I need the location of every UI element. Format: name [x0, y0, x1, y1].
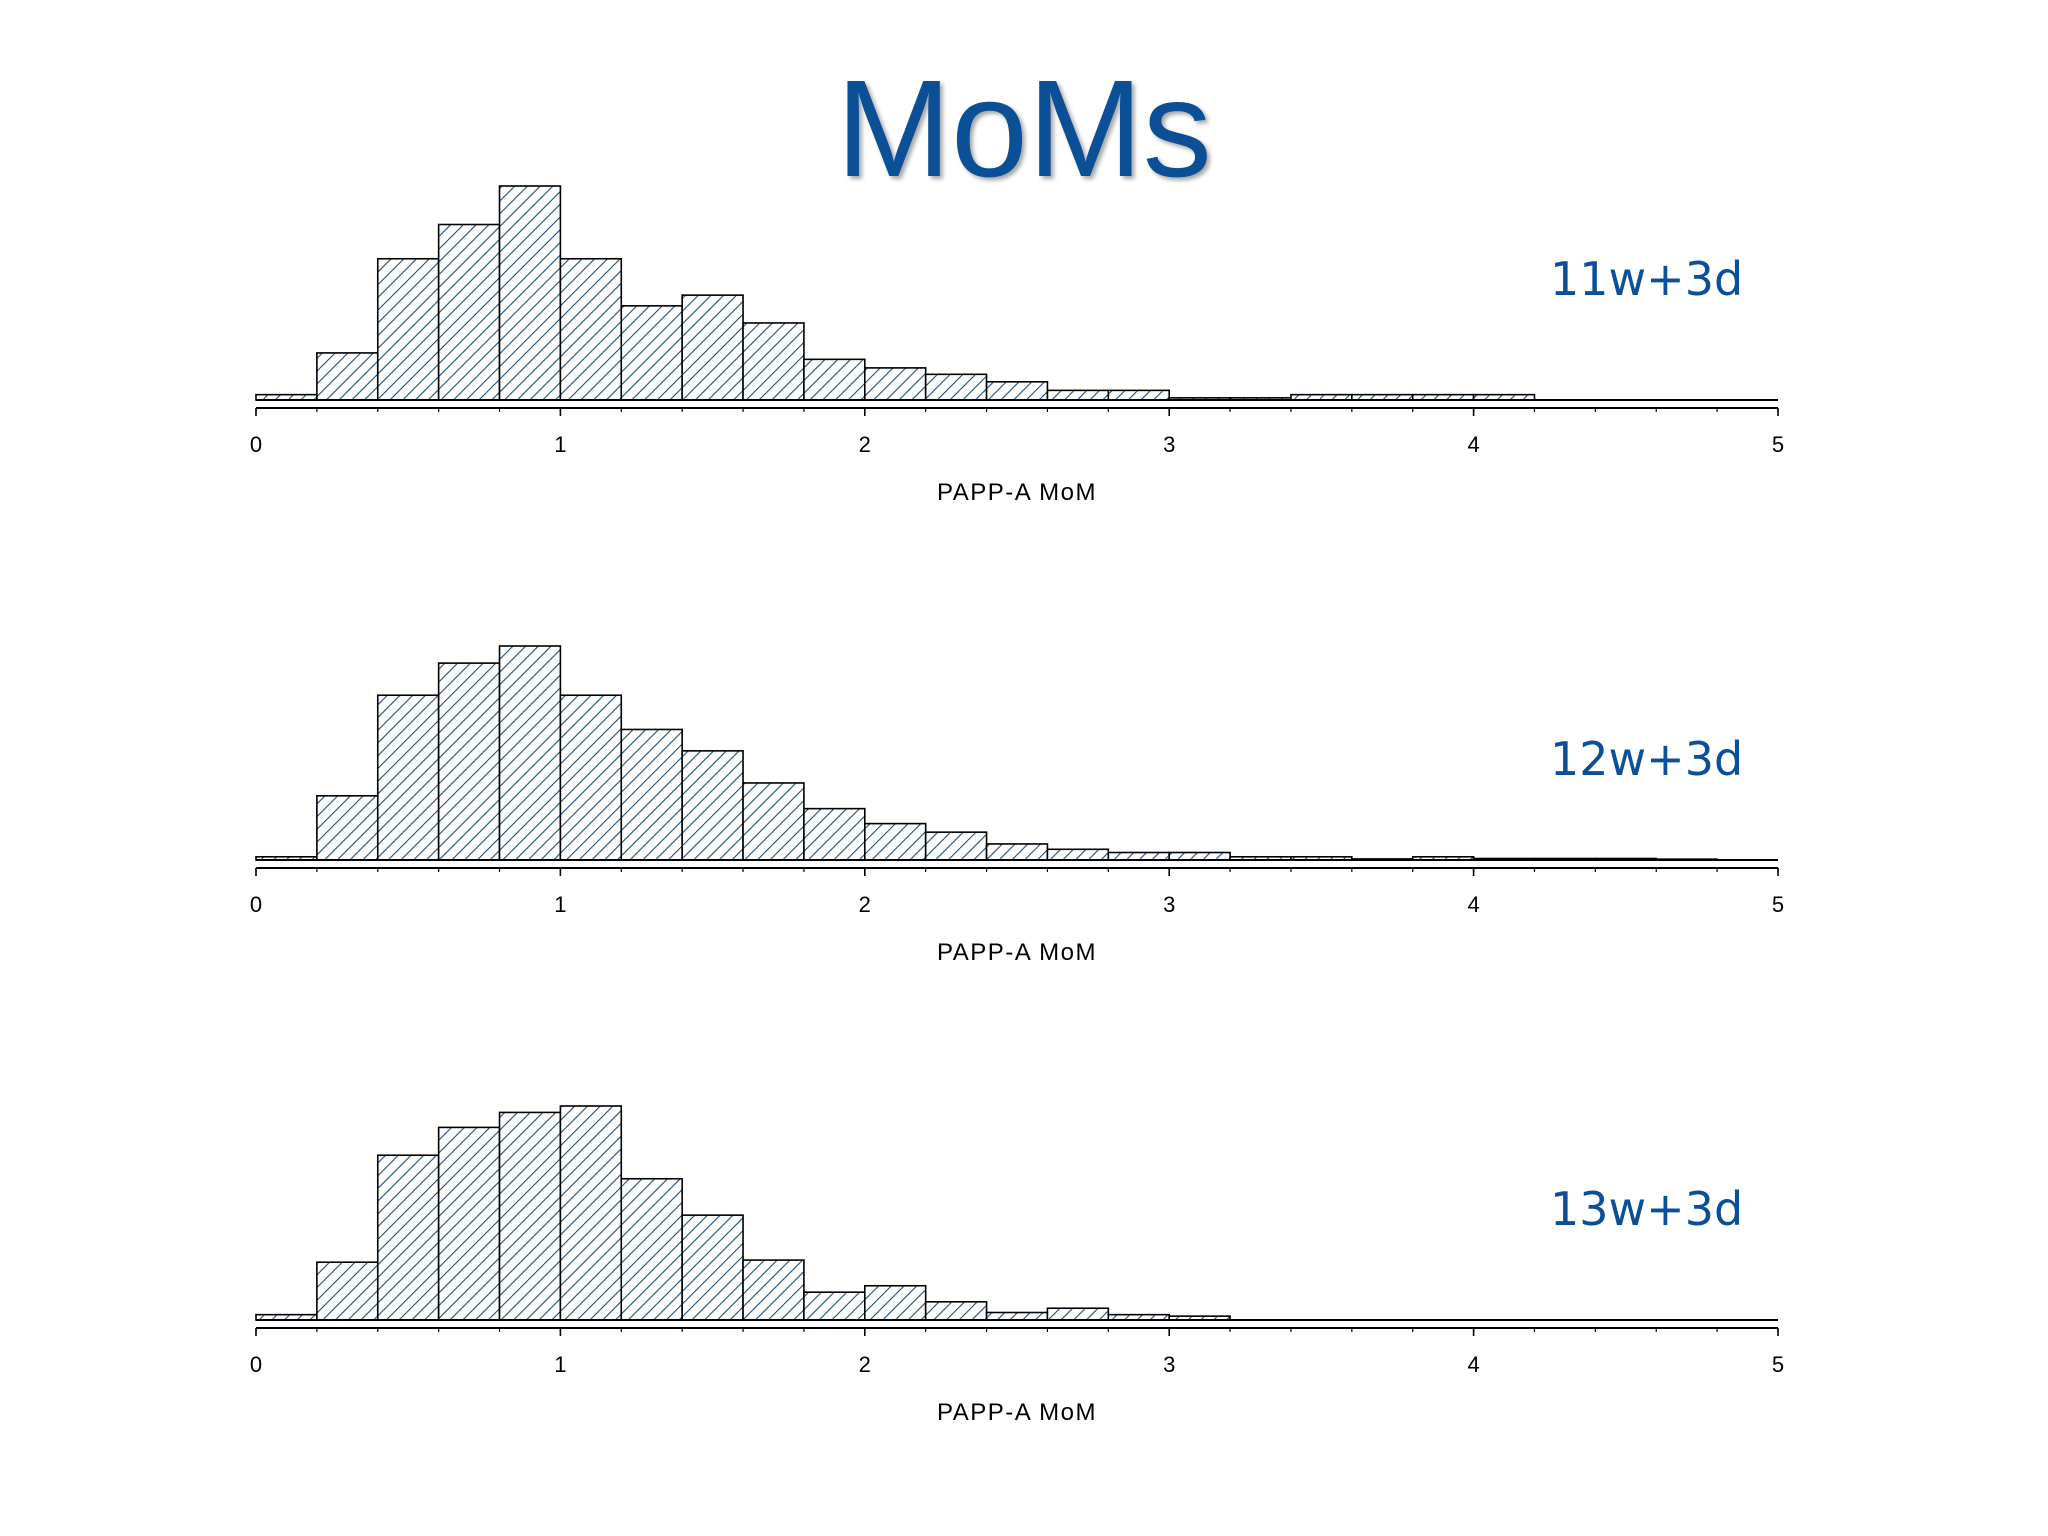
- panel-label: 11w+3d: [1550, 252, 1743, 306]
- x-tick-label: 5: [1772, 892, 1784, 917]
- histogram-bar: [498, 185, 562, 401]
- histogram-bar: [803, 358, 866, 401]
- histogram-bar: [681, 750, 744, 861]
- histogram-bar: [924, 831, 988, 861]
- histogram-bar: [985, 381, 1049, 401]
- histogram-bar: [376, 1154, 440, 1321]
- histogram-bar: [985, 843, 1049, 861]
- x-tick-label: 1: [554, 892, 566, 917]
- histogram-panel-1: 0 1 2 3 4 5 PAPP-A MoM 11w+3d: [250, 185, 1784, 506]
- x-tick-label: 3: [1163, 892, 1175, 917]
- histogram-bar: [559, 694, 623, 861]
- x-axis-title: PAPP-A MoM: [937, 939, 1097, 966]
- x-tick-label: 2: [859, 432, 871, 457]
- histogram-bar: [924, 1301, 988, 1321]
- histogram-bar: [1107, 851, 1170, 861]
- histogram-bar: [316, 352, 379, 401]
- histogram-bar: [1168, 851, 1231, 861]
- histogram-bar: [376, 257, 440, 401]
- histogram-bar: [681, 294, 744, 401]
- histogram-bar: [559, 1105, 623, 1321]
- histogram-bar: [742, 322, 805, 401]
- histogram-bar: [863, 367, 927, 401]
- x-tick-label: 3: [1163, 432, 1175, 457]
- histogram-bar: [437, 223, 501, 401]
- histogram-bar: [985, 1311, 1049, 1321]
- histogram-bar: [437, 1126, 501, 1321]
- histogram-bar: [742, 1259, 805, 1321]
- panel-label: 12w+3d: [1550, 732, 1743, 786]
- histogram-bar: [803, 1291, 866, 1321]
- x-tick-label: 5: [1772, 432, 1784, 457]
- histogram-bar: [620, 728, 683, 861]
- histogram-bar: [559, 257, 623, 401]
- histogram-bar: [681, 1214, 744, 1321]
- x-tick-label: 4: [1467, 432, 1479, 457]
- histogram-bar: [316, 794, 379, 861]
- histogram-bar: [1107, 389, 1170, 401]
- histogram-bar: [620, 305, 683, 401]
- x-tick-label: 0: [250, 1352, 262, 1377]
- histogram-bar: [803, 807, 866, 861]
- x-tick-label: 0: [250, 432, 262, 457]
- histogram-bar: [316, 1261, 379, 1321]
- slide-title: MoMs: [836, 52, 1212, 206]
- histogram-panel-2: 0 1 2 3 4 5 PAPP-A MoM 12w+3d: [250, 645, 1784, 966]
- histogram-bar: [498, 645, 562, 861]
- x-tick-label: 2: [859, 1352, 871, 1377]
- x-tick-label: 1: [554, 1352, 566, 1377]
- histogram-bar: [437, 662, 501, 861]
- histogram-bar: [863, 822, 927, 861]
- x-tick-label: 3: [1163, 1352, 1175, 1377]
- histogram-bar: [1046, 848, 1110, 861]
- x-tick-label: 0: [250, 892, 262, 917]
- x-tick-label: 1: [554, 432, 566, 457]
- histogram-bar: [863, 1284, 927, 1321]
- x-tick-label: 4: [1467, 1352, 1479, 1377]
- x-tick-label: 5: [1772, 1352, 1784, 1377]
- histogram-panel-3: 0 1 2 3 4 5 PAPP-A MoM 13w+3d: [250, 1105, 1784, 1426]
- histogram-bar: [742, 782, 805, 861]
- panel-label: 13w+3d: [1550, 1182, 1743, 1236]
- histogram-bar: [1046, 1307, 1110, 1321]
- x-tick-label: 2: [859, 892, 871, 917]
- x-axis-title: PAPP-A MoM: [937, 1399, 1097, 1426]
- x-axis-title: PAPP-A MoM: [937, 479, 1097, 506]
- histogram-bar: [924, 373, 988, 401]
- x-tick-label: 4: [1467, 892, 1479, 917]
- histogram-bar: [498, 1111, 562, 1321]
- histogram-bar: [1046, 389, 1110, 401]
- histogram-bar: [620, 1177, 683, 1321]
- histogram-bar: [376, 694, 440, 861]
